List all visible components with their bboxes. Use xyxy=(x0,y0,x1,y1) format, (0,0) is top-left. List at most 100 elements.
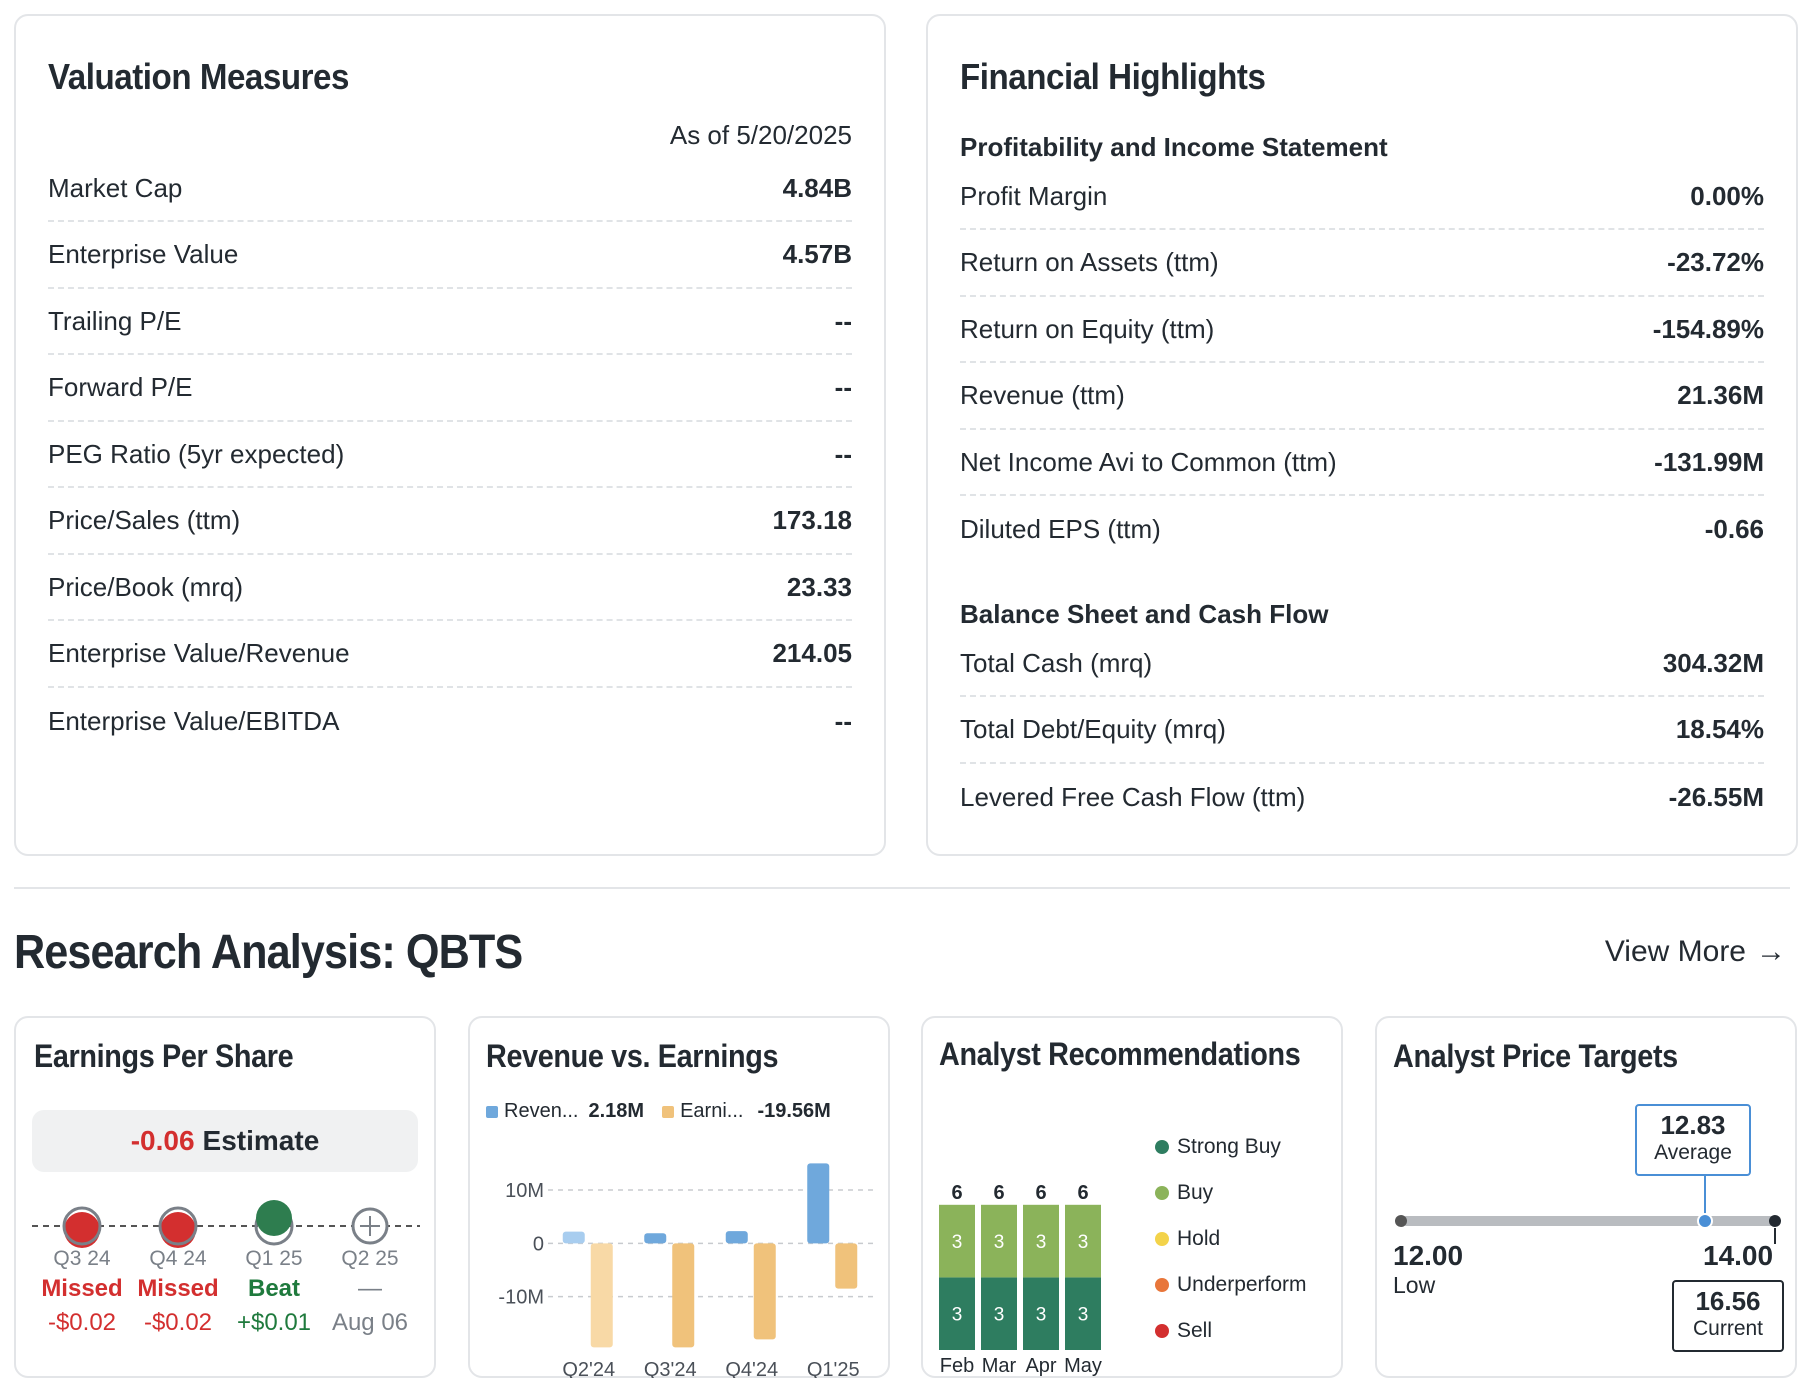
metric-value: 23.33 xyxy=(786,571,852,602)
metric-label: Market Cap xyxy=(48,172,183,203)
rec-bar-segment xyxy=(939,1277,975,1350)
price-target-range xyxy=(1395,1176,1781,1244)
recs-legend-item: Underperform xyxy=(1155,1262,1307,1308)
average-target-value: 12.83 xyxy=(1660,1110,1726,1140)
metric-value: -26.55M xyxy=(1668,781,1764,812)
recs-legend-label: Underperform xyxy=(1177,1273,1307,1296)
metric-row: Net Income Avi to Common (ttm) -131.99M xyxy=(960,430,1764,496)
eps-quarter-col: Q4 24 Missed -$0.02 xyxy=(128,1247,228,1337)
current-price-value: 16.56 xyxy=(1695,1286,1761,1316)
eps-result: Missed xyxy=(137,1275,219,1302)
legend-dot-icon xyxy=(1155,1324,1169,1338)
eps-amount: -$0.02 xyxy=(47,1309,117,1336)
financial-title: Financial Highlights xyxy=(960,56,1266,97)
revenue-bar xyxy=(725,1231,748,1244)
metric-label: Forward P/E xyxy=(48,372,193,402)
average-target-box: 12.83 Average xyxy=(1635,1104,1751,1176)
metric-value: 18.54% xyxy=(1675,714,1764,744)
y-tick-label: -10M xyxy=(498,1287,544,1309)
metric-value: 4.84B xyxy=(782,172,852,203)
valuation-card: Valuation Measures As of 5/20/2025 Marke… xyxy=(14,14,886,856)
metric-value: -131.99M xyxy=(1654,446,1764,477)
legend-dot-icon xyxy=(1155,1140,1169,1154)
revenue-legend-value: 2.18M xyxy=(588,1100,645,1122)
eps-quarter-col: Q2 25 — Aug 06 xyxy=(320,1247,420,1337)
arrow-right-icon: → xyxy=(1756,935,1786,968)
metric-row: PEG Ratio (5yr expected) -- xyxy=(48,422,852,488)
eps-chart xyxy=(32,1200,420,1248)
metric-label: Net Income Avi to Common (ttm) xyxy=(960,446,1337,477)
metric-row: Levered Free Cash Flow (ttm) -26.55M xyxy=(960,764,1764,830)
revenue-legend-label: Reven... xyxy=(504,1100,579,1122)
high-marker xyxy=(1769,1215,1781,1227)
price-range-bar xyxy=(1401,1216,1779,1226)
revenue-bar xyxy=(644,1233,667,1244)
view-more-link[interactable]: View More → xyxy=(1605,935,1786,969)
targets-card[interactable]: Analyst Price Targets 12.83 Average 12.0… xyxy=(1375,1016,1797,1378)
recs-legend: Strong Buy Buy Hold Underperform Sell xyxy=(1155,1124,1307,1354)
earnings-bar xyxy=(835,1243,858,1289)
eps-amount: +$0.01 xyxy=(236,1309,312,1336)
rev-earn-card[interactable]: Revenue vs. Earnings Reven... 2.18M Earn… xyxy=(468,1016,890,1378)
recs-legend-item: Strong Buy xyxy=(1155,1124,1307,1170)
metric-value: -0.66 xyxy=(1704,514,1764,544)
metric-label: Enterprise Value xyxy=(48,239,239,269)
metric-label: Return on Assets (ttm) xyxy=(960,247,1219,277)
recs-chart: 3 3 6 Feb 3 3 6 Mar 3 3 6 Apr 3 3 6 May xyxy=(939,1182,1102,1377)
metric-value: -- xyxy=(834,705,852,736)
metric-value: -- xyxy=(834,372,852,402)
balance-sheet-subheading: Balance Sheet and Cash Flow xyxy=(960,599,1329,629)
current-price-label: Current xyxy=(1692,1317,1764,1340)
rec-segment-label: 3 xyxy=(952,1305,963,1326)
rec-bar-segment xyxy=(1023,1204,1059,1278)
metric-row: Market Cap 4.84B xyxy=(48,156,852,222)
earnings-legend-swatch xyxy=(662,1105,675,1118)
eps-title: Earnings Per Share xyxy=(34,1038,294,1074)
eps-estimate-ring xyxy=(62,1206,102,1246)
eps-quarter-label: Q3 24 xyxy=(53,1247,111,1270)
metric-value: 173.18 xyxy=(772,505,852,535)
low-target-value: 12.00 xyxy=(1393,1240,1464,1271)
metric-label: Diluted EPS (ttm) xyxy=(960,514,1161,544)
eps-estimate-label: Estimate xyxy=(202,1125,320,1156)
metric-row: Enterprise Value/Revenue 214.05 xyxy=(48,622,852,688)
earnings-bar xyxy=(590,1243,613,1348)
current-price-box: 16.56 Current xyxy=(1672,1280,1784,1352)
as-of-date: As of 5/20/2025 xyxy=(669,120,852,150)
recs-legend-item: Sell xyxy=(1155,1308,1307,1354)
metric-label: Price/Book (mrq) xyxy=(48,571,244,602)
financial-card: Financial Highlights Profitability and I… xyxy=(926,14,1798,856)
metric-row: Trailing P/E -- xyxy=(48,289,852,355)
eps-quarter-label: Q2 25 xyxy=(341,1247,399,1270)
earnings-bar xyxy=(672,1243,695,1348)
recs-card[interactable]: Analyst Recommendations 3 3 6 Feb 3 3 6 Mar 3 3 6 A… xyxy=(921,1016,1343,1378)
average-marker xyxy=(1697,1213,1713,1229)
recs-legend-label: Buy xyxy=(1177,1181,1214,1204)
revenue-bar xyxy=(807,1163,830,1244)
rec-total-label: 6 xyxy=(951,1182,962,1204)
earnings-legend-value: -19.56M xyxy=(757,1100,831,1122)
metric-label: Revenue (ttm) xyxy=(960,380,1125,410)
legend-dot-icon xyxy=(1155,1232,1169,1246)
y-tick-label: 10M xyxy=(505,1180,544,1202)
eps-amount: -$0.02 xyxy=(143,1309,213,1336)
eps-card[interactable]: Earnings Per Share -0.06 Estimate Q3 24 … xyxy=(14,1016,436,1378)
rev-earn-legend: Reven... 2.18M Earni... -19.56M xyxy=(486,1100,831,1123)
rec-bar-segment xyxy=(939,1204,975,1278)
metric-row: Enterprise Value/EBITDA -- xyxy=(48,688,852,754)
metric-value: 4.57B xyxy=(782,239,852,269)
metric-row: Total Debt/Equity (mrq) 18.54% xyxy=(960,698,1764,764)
metric-row: Price/Book (mrq) 23.33 xyxy=(48,555,852,621)
metric-value: -154.89% xyxy=(1652,313,1764,344)
metric-label: Total Debt/Equity (mrq) xyxy=(960,714,1226,744)
high-target-value: 14.00 xyxy=(1703,1240,1774,1271)
recs-legend-item: Hold xyxy=(1155,1216,1307,1262)
eps-quarter-col: Q3 24 Missed -$0.02 xyxy=(32,1247,132,1337)
valuation-title: Valuation Measures xyxy=(48,56,349,97)
eps-result: Beat xyxy=(247,1275,301,1302)
eps-actual-dot xyxy=(160,1212,196,1248)
rec-total-label: 6 xyxy=(1077,1182,1088,1204)
rec-segment-label: 3 xyxy=(1078,1305,1089,1326)
eps-estimate-value: -0.06 xyxy=(130,1125,195,1156)
metric-value: -- xyxy=(834,438,852,469)
